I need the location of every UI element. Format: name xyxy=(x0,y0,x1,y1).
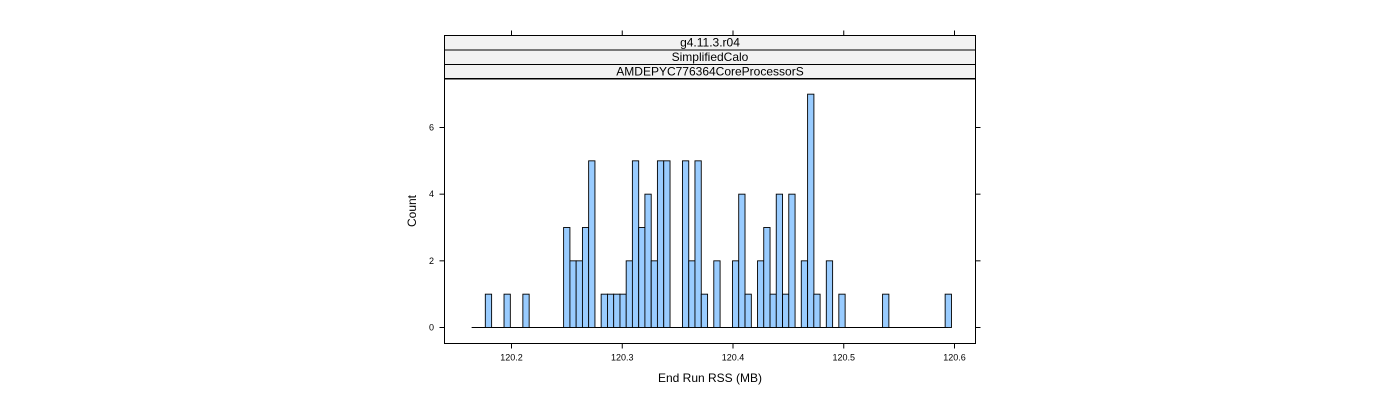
histogram-bar xyxy=(825,260,834,328)
x-tick-label: 120.6 xyxy=(943,353,966,363)
histogram-bar xyxy=(588,160,596,328)
x-axis-label: End Run RSS (MB) xyxy=(658,371,762,385)
histogram-bar xyxy=(644,193,652,328)
histogram-bar xyxy=(738,193,746,328)
histogram-bar xyxy=(563,227,571,328)
x-tick-label: 120.5 xyxy=(832,353,855,363)
y-tick-label: 0 xyxy=(429,323,434,333)
histogram-bar xyxy=(631,160,640,328)
x-tick-label: 120.3 xyxy=(611,353,634,363)
histogram-bar xyxy=(763,227,771,328)
histogram-bar xyxy=(788,193,796,328)
histogram-bar xyxy=(607,293,615,328)
histogram-bar xyxy=(688,260,696,328)
histogram-bar xyxy=(694,160,702,328)
histogram-bar xyxy=(944,293,952,328)
bars-group xyxy=(484,93,952,328)
histogram-bar xyxy=(838,293,846,328)
panel-strip-label: g4.11.3.r04 xyxy=(680,36,740,50)
histogram-bar xyxy=(569,260,577,328)
x-tick-label: 120.4 xyxy=(722,353,745,363)
histogram-bar xyxy=(581,227,590,328)
histogram-bar xyxy=(800,260,809,328)
histogram-bar xyxy=(713,260,721,328)
y-tick-label: 6 xyxy=(429,123,434,133)
x-tick-label: 120.2 xyxy=(500,353,523,363)
histogram-bar xyxy=(757,260,765,328)
histogram-bar xyxy=(522,293,530,328)
histogram-bar xyxy=(484,293,493,328)
histogram-bar xyxy=(700,293,709,328)
panel-strip-label: SimplifiedCalo xyxy=(672,50,749,64)
y-axis: 0 2 4 6 xyxy=(429,123,981,333)
histogram-bar xyxy=(782,293,790,328)
histogram-bar xyxy=(732,260,740,328)
y-axis-label: Count xyxy=(405,194,419,227)
histogram-bar xyxy=(638,227,646,328)
histogram-bar xyxy=(600,293,608,328)
plot-panel xyxy=(444,78,976,344)
histogram-bar xyxy=(775,193,784,328)
histogram-bar xyxy=(656,160,665,328)
histogram-bar xyxy=(744,293,752,328)
histogram-bar xyxy=(575,260,583,328)
histogram-bar xyxy=(503,293,511,328)
histogram-bar xyxy=(681,160,690,328)
x-axis: 120.2 120.3 120.4 120.5 120.6 xyxy=(500,30,966,363)
histogram-bar xyxy=(807,93,815,328)
histogram-bar xyxy=(882,293,890,328)
y-tick-label: 2 xyxy=(429,256,434,266)
histogram-bar xyxy=(663,160,671,328)
histogram-bar xyxy=(813,293,821,328)
panel-strips: g4.11.3.r04SimplifiedCaloAMDEPYC776364Co… xyxy=(444,35,976,80)
histogram-bar xyxy=(613,293,621,328)
y-tick-label: 4 xyxy=(429,189,434,199)
histogram-bar xyxy=(650,260,658,328)
panel-strip-label: AMDEPYC776364CoreProcessorS xyxy=(616,65,803,79)
histogram-bar xyxy=(619,293,627,328)
histogram-bar xyxy=(625,260,633,328)
histogram-bar xyxy=(769,293,777,328)
